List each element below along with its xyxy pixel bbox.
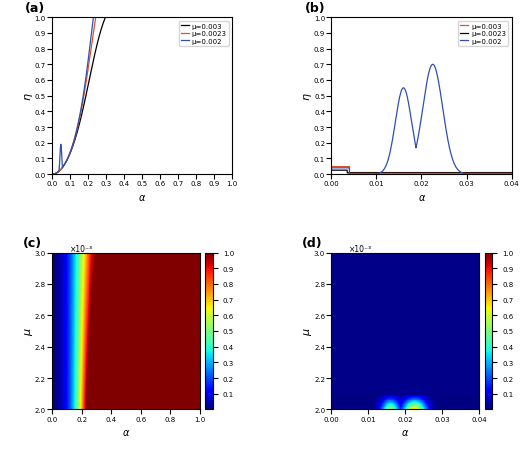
μ=0.003 [126, 15, 133, 21]
μ=0.002 [49, 172, 55, 177]
Line: μ=0.0023: μ=0.0023 [52, 18, 232, 175]
μ=0.0023 [459, 171, 466, 176]
X-axis label: α: α [402, 427, 408, 437]
Line: μ=0.003: μ=0.003 [331, 167, 512, 173]
Line: μ=0.003: μ=0.003 [52, 18, 232, 175]
μ=0.0023 [328, 168, 335, 173]
μ=0.003 [508, 171, 515, 176]
Line: μ=0.002: μ=0.002 [331, 65, 512, 175]
μ=0.002 [459, 171, 466, 176]
μ=0.002 [126, 15, 133, 21]
μ=0.003 [404, 171, 410, 176]
μ=0.003 [346, 171, 352, 176]
μ=0.0023 [49, 172, 55, 177]
μ=0.0023 [126, 15, 133, 21]
μ=0.002 [229, 15, 235, 21]
μ=0.0023 [508, 171, 515, 176]
μ=0.003 [328, 164, 335, 170]
μ=0.0023 [215, 15, 221, 21]
μ=0.0023 [494, 171, 500, 176]
μ=0.0023 [406, 171, 412, 176]
X-axis label: α: α [123, 427, 129, 437]
Line: μ=0.002: μ=0.002 [52, 18, 232, 175]
μ=0.002 [135, 15, 141, 21]
μ=0.0023 [224, 15, 230, 21]
μ=0.003 [503, 171, 509, 176]
μ=0.0023 [92, 15, 99, 21]
Legend: μ=0.003, μ=0.0023, μ=0.002: μ=0.003, μ=0.0023, μ=0.002 [458, 22, 508, 46]
μ=0.0023 [414, 171, 420, 176]
Y-axis label: μ: μ [303, 328, 313, 335]
μ=0.0023 [135, 15, 141, 21]
μ=0.003 [180, 15, 186, 21]
μ=0.002 [503, 172, 509, 177]
μ=0.002 [414, 141, 420, 147]
μ=0.003 [49, 172, 55, 177]
μ=0.003 [215, 15, 221, 21]
Legend: μ=0.003, μ=0.0023, μ=0.002: μ=0.003, μ=0.0023, μ=0.002 [179, 22, 229, 46]
μ=0.0023 [229, 15, 235, 21]
Text: (b): (b) [304, 2, 325, 15]
Text: ×10⁻³: ×10⁻³ [349, 244, 372, 253]
μ=0.0023 [404, 171, 410, 176]
μ=0.002 [125, 15, 131, 21]
Text: (d): (d) [302, 237, 323, 250]
μ=0.003 [229, 15, 235, 21]
μ=0.002 [224, 15, 230, 21]
μ=0.003 [459, 171, 466, 176]
μ=0.003 [102, 15, 109, 21]
Y-axis label: η: η [301, 93, 311, 100]
Line: μ=0.0023: μ=0.0023 [331, 171, 512, 173]
μ=0.003 [224, 15, 230, 21]
μ=0.002 [494, 172, 500, 177]
Y-axis label: η: η [22, 93, 32, 100]
Text: (c): (c) [22, 237, 42, 250]
μ=0.003 [494, 171, 500, 176]
μ=0.003 [406, 171, 412, 176]
X-axis label: α: α [139, 192, 146, 202]
μ=0.003 [135, 15, 141, 21]
μ=0.003 [125, 15, 131, 21]
X-axis label: α: α [418, 192, 425, 202]
μ=0.0023 [125, 15, 131, 21]
μ=0.002 [180, 15, 186, 21]
Text: ×10⁻³: ×10⁻³ [70, 244, 93, 253]
μ=0.003 [414, 171, 420, 176]
μ=0.0023 [180, 15, 186, 21]
Y-axis label: μ: μ [23, 328, 33, 335]
μ=0.002 [328, 166, 335, 171]
μ=0.0023 [344, 171, 350, 176]
μ=0.0023 [503, 171, 509, 176]
μ=0.002 [430, 62, 436, 68]
μ=0.002 [508, 172, 515, 177]
μ=0.002 [406, 101, 412, 106]
Text: (a): (a) [25, 2, 45, 15]
μ=0.002 [90, 15, 97, 21]
μ=0.002 [404, 94, 410, 100]
μ=0.002 [215, 15, 221, 21]
